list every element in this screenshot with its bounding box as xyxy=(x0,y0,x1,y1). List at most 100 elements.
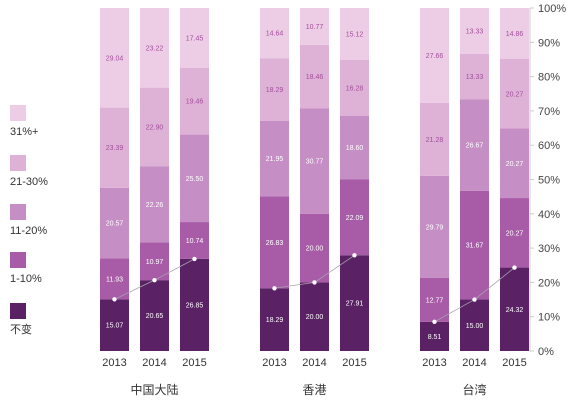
bar-segment xyxy=(180,8,209,68)
data-label: 18.60 xyxy=(346,145,364,152)
bar-segment xyxy=(140,242,169,281)
data-label: 13.33 xyxy=(466,28,484,35)
bar-segment xyxy=(100,8,129,108)
data-label: 27.91 xyxy=(346,301,364,308)
bar-segment xyxy=(100,299,129,351)
bar-segment xyxy=(100,187,129,259)
bar-segment xyxy=(180,67,209,135)
data-label: 15.07 xyxy=(106,323,124,330)
trend-marker xyxy=(152,277,157,283)
bar-segment xyxy=(260,120,289,197)
trend-marker xyxy=(472,297,477,302)
trend-line xyxy=(274,282,315,289)
x-tick-label: 2013 xyxy=(262,357,286,369)
data-label: 18.46 xyxy=(306,74,324,81)
y-tick-label: 30% xyxy=(538,243,560,255)
bar-segment xyxy=(420,278,449,322)
bar-segment xyxy=(420,102,449,176)
data-label: 22.09 xyxy=(346,215,364,222)
bar-segment xyxy=(180,222,209,259)
trend-marker xyxy=(112,297,117,302)
bar-segment xyxy=(300,8,329,45)
bar-segment xyxy=(260,288,289,351)
trend-marker xyxy=(512,265,517,270)
data-label: 17.45 xyxy=(186,35,204,42)
data-label: 20.27 xyxy=(506,91,524,98)
legend-swatch xyxy=(10,155,26,171)
data-label: 23.39 xyxy=(106,145,124,152)
data-label: 26.85 xyxy=(186,302,204,309)
y-tick-label: 10% xyxy=(538,312,560,324)
trend-marker xyxy=(192,256,197,262)
data-label: 8.51 xyxy=(428,334,442,341)
bar-segment xyxy=(420,7,449,103)
y-tick-label: 40% xyxy=(538,209,560,221)
y-tick-label: 60% xyxy=(538,140,560,152)
x-tick-label: 2013 xyxy=(422,357,446,369)
bar-segment xyxy=(500,198,529,268)
legend-swatch xyxy=(10,303,26,319)
data-label: 19.46 xyxy=(186,99,204,106)
bar-segment xyxy=(340,8,369,60)
bar-segment xyxy=(100,258,129,300)
bar-segment xyxy=(340,179,369,256)
trend-line xyxy=(314,254,355,283)
data-label: 30.77 xyxy=(306,159,324,166)
data-label: 15.12 xyxy=(346,31,364,38)
bar-segment xyxy=(260,58,289,121)
data-label: 29.79 xyxy=(426,224,444,231)
x-tick-label: 2015 xyxy=(182,357,206,369)
bar-segment xyxy=(420,175,449,279)
bar-segment xyxy=(300,213,329,283)
trend-marker xyxy=(272,286,277,291)
trend-marker xyxy=(352,253,357,258)
x-tick-label: 2015 xyxy=(342,357,366,369)
data-label: 15.00 xyxy=(466,323,484,330)
data-label: 18.29 xyxy=(266,87,284,94)
data-label: 26.67 xyxy=(466,143,484,150)
data-label: 20.00 xyxy=(306,314,324,321)
data-label: 24.32 xyxy=(506,307,524,314)
trend-line xyxy=(474,267,515,300)
legend-swatch xyxy=(10,252,26,268)
bar-segment xyxy=(140,280,169,351)
bar-segment xyxy=(340,255,369,351)
y-tick-label: 0% xyxy=(538,346,554,358)
data-label: 11.93 xyxy=(106,276,123,283)
bar-segment xyxy=(140,166,169,243)
bar-segment xyxy=(140,8,169,88)
x-tick-label: 2013 xyxy=(102,357,126,369)
bar-segment xyxy=(460,99,489,191)
trend-line xyxy=(154,258,195,281)
data-label: 20.57 xyxy=(106,221,124,228)
bar-segment xyxy=(260,8,289,59)
legend-label: 31%+ xyxy=(10,126,38,138)
bar-segment xyxy=(180,258,209,351)
bar-segment xyxy=(300,108,329,214)
data-label: 16.28 xyxy=(346,85,364,92)
data-label: 10.74 xyxy=(186,238,204,245)
data-label: 14.64 xyxy=(266,31,284,38)
bar-segment xyxy=(460,53,489,100)
y-tick-label: 90% xyxy=(538,37,560,49)
data-label: 10.77 xyxy=(306,24,324,31)
legend-label: 不变 xyxy=(10,322,32,336)
bar-segment xyxy=(300,282,329,351)
data-label: 20.27 xyxy=(506,161,524,168)
data-label: 22.90 xyxy=(146,124,164,131)
bar-segment xyxy=(500,59,529,129)
data-label: 29.04 xyxy=(106,55,124,62)
group-label: 台湾 xyxy=(462,382,486,397)
bar-segment xyxy=(460,190,489,300)
data-label: 26.83 xyxy=(266,240,284,247)
data-label: 27.66 xyxy=(426,53,444,60)
data-label: 20.27 xyxy=(506,230,524,237)
data-label: 21.28 xyxy=(426,137,444,144)
bar-segment xyxy=(260,196,289,289)
x-tick-label: 2015 xyxy=(502,357,526,369)
data-label: 18.29 xyxy=(266,317,284,324)
bar-segment xyxy=(340,59,369,116)
bar-segment xyxy=(500,128,529,199)
bar-segment xyxy=(340,115,369,180)
